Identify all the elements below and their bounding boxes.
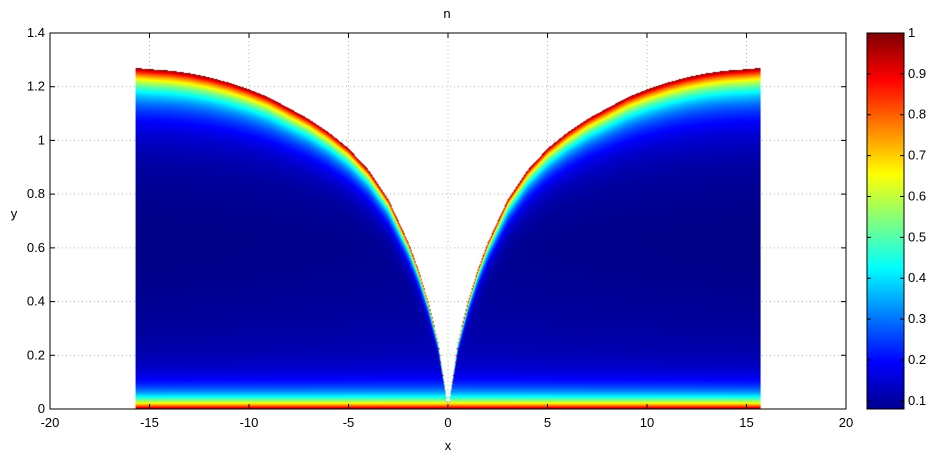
colorbar-tick-label: 0.9	[908, 66, 926, 81]
colorbar-tick-label: 0.8	[908, 107, 926, 122]
x-tick-label: -5	[343, 415, 355, 430]
x-tick-label: 20	[839, 415, 853, 430]
y-tick-label: 1.2	[27, 79, 45, 94]
x-tick-label: 5	[544, 415, 551, 430]
colorbar-ticks: 0.1 0.2 0.3 0.4 0.5 0.6 0.7 0.8 0.9 1	[867, 25, 926, 408]
y-tick-label: 0.6	[27, 240, 45, 255]
heatmap	[135, 33, 761, 409]
colorbar-tick-label: 1	[908, 25, 915, 40]
x-axis-label: x	[445, 438, 452, 453]
heatmap-image	[135, 33, 761, 409]
plot-area: -20 -15 -10 -5 0 5 10 15 20 0 0.2 0.4 0.6 0.8 1 1.2 1.4	[27, 25, 853, 430]
y-tick-label: 1.4	[27, 25, 45, 40]
colorbar-tick-label: 0.2	[908, 352, 926, 367]
x-ticks: -20 -15 -10 -5 0 5 10 15 20	[41, 33, 853, 430]
chart-title: n	[443, 6, 450, 21]
colorbar-tick-label: 0.6	[908, 188, 926, 203]
y-tick-label: 1	[38, 132, 45, 147]
colorbar-tick-label: 0.7	[908, 148, 926, 163]
x-tick-label: 10	[640, 415, 654, 430]
y-tick-label: 0.4	[27, 294, 45, 309]
x-tick-label: 0	[444, 415, 451, 430]
colorbar-tick-label: 0.5	[908, 229, 926, 244]
x-tick-label: -10	[240, 415, 259, 430]
y-tick-label: 0.8	[27, 186, 45, 201]
y-axis-label: y	[11, 206, 18, 221]
y-tick-label: 0.2	[27, 347, 45, 362]
colorbar: 0.1 0.2 0.3 0.4 0.5 0.6 0.7 0.8 0.9 1	[866, 25, 926, 410]
colorbar-tick-label: 0.4	[908, 270, 926, 285]
colorbar-tick-label: 0.1	[908, 393, 926, 408]
x-tick-label: 15	[739, 415, 753, 430]
colorbar-gradient	[866, 32, 905, 410]
colorbar-tick-label: 0.3	[908, 311, 926, 326]
x-tick-label: -20	[41, 415, 60, 430]
x-tick-label: -15	[140, 415, 159, 430]
y-ticks: 0 0.2 0.4 0.6 0.8 1 1.2 1.4	[27, 25, 846, 416]
y-tick-label: 0	[38, 401, 45, 416]
